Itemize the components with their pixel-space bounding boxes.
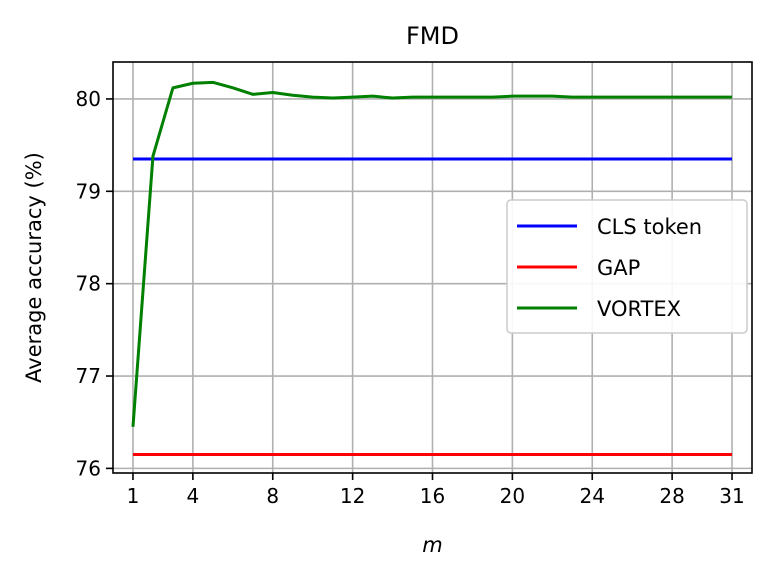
chart-title: FMD (406, 22, 459, 50)
x-tick-label: 24 (580, 484, 605, 508)
y-tick-label: 77 (76, 364, 101, 388)
legend-label: VORTEX (597, 297, 681, 321)
y-tick-label: 80 (76, 87, 101, 111)
legend-label: GAP (597, 256, 640, 280)
y-axis-title: Average accuracy (%) (22, 152, 46, 383)
series-line-vortex (131, 80, 733, 427)
series-layer (131, 80, 733, 457)
x-tick-label: 4 (187, 484, 200, 508)
x-tick-label: 20 (500, 484, 525, 508)
x-tick-label: 12 (340, 484, 365, 508)
grid (113, 62, 752, 473)
legend-frame (506, 199, 748, 334)
x-tick-label: 31 (719, 484, 744, 508)
ticks: 1 4 8 12 16 20 24 28 31 76 77 78 79 80 (76, 87, 745, 508)
y-tick-label: 79 (76, 179, 101, 203)
x-tick-label: 1 (127, 484, 140, 508)
x-tick-label: 28 (659, 484, 684, 508)
x-tick-label: 16 (420, 484, 445, 508)
legend: CLS token GAP VORTEX (506, 199, 748, 334)
x-axis-title: m (422, 533, 442, 557)
y-tick-label: 78 (76, 272, 101, 296)
legend-label: CLS token (597, 215, 702, 239)
x-tick-label: 8 (266, 484, 279, 508)
y-tick-label: 76 (76, 456, 101, 480)
